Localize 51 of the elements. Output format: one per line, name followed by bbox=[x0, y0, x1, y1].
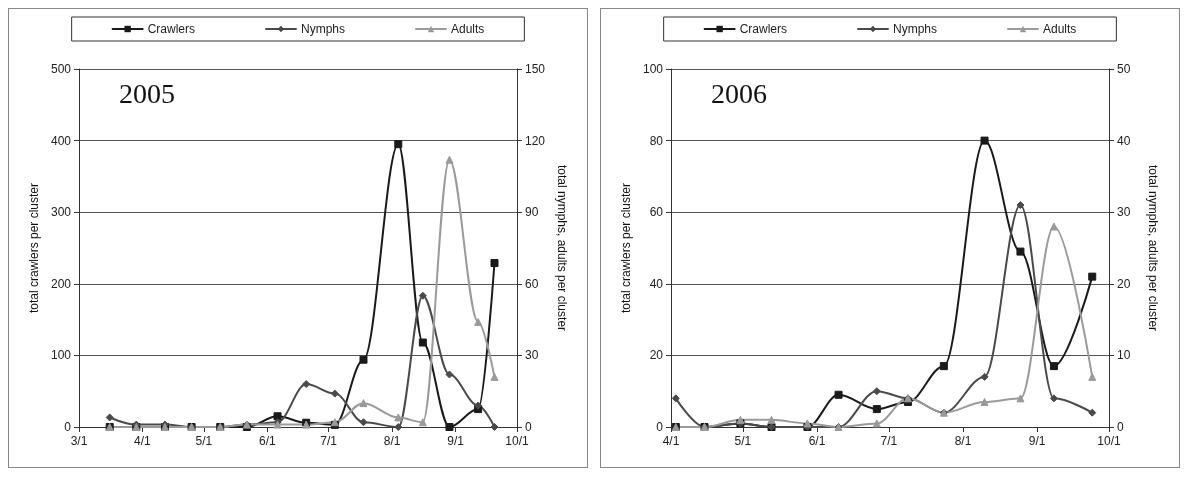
y2-tick-label: 40 bbox=[1117, 133, 1131, 148]
y-tick-label: 60 bbox=[649, 205, 664, 220]
y-axis-title: total crawlers per cluster bbox=[619, 182, 634, 314]
x-tick-label: 10/1 bbox=[1097, 434, 1121, 448]
legend-label: Nymphs bbox=[300, 22, 345, 36]
y-tick-label: 200 bbox=[50, 276, 72, 291]
legend-label: Adults bbox=[1043, 22, 1077, 36]
y2-tick-label: 50 bbox=[1117, 62, 1131, 76]
y-tick-label: 100 bbox=[642, 62, 664, 76]
x-tick-label: 5/1 bbox=[195, 434, 213, 448]
y2-axis-title: total nymphs, adults per cluster bbox=[554, 164, 569, 332]
annotation: 2005 bbox=[119, 77, 175, 109]
y2-axis-title: total nymphs, adults per cluster bbox=[1146, 164, 1160, 332]
x-tick-label: 10/1 bbox=[505, 434, 529, 448]
y-tick-label: 20 bbox=[649, 348, 664, 363]
y-axis-title: total crawlers per cluster bbox=[27, 182, 42, 314]
y2-tick-label: 0 bbox=[1117, 420, 1124, 434]
x-tick-label: 7/1 bbox=[880, 434, 898, 448]
y-tick-label: 80 bbox=[649, 133, 664, 148]
legend-label: Adults bbox=[451, 22, 485, 36]
x-tick-label: 9/1 bbox=[1028, 434, 1046, 448]
y2-tick-label: 90 bbox=[525, 205, 539, 220]
y-tick-label: 500 bbox=[50, 62, 72, 76]
x-tick-label: 3/1 bbox=[70, 434, 88, 448]
x-tick-label: 5/1 bbox=[734, 434, 752, 448]
annotation: 2006 bbox=[711, 77, 767, 109]
legend-label: Crawlers bbox=[739, 22, 787, 36]
y2-tick-label: 20 bbox=[1117, 276, 1131, 291]
x-tick-label: 6/1 bbox=[258, 434, 276, 448]
y2-tick-label: 30 bbox=[525, 348, 539, 363]
y-tick-label: 40 bbox=[649, 276, 664, 291]
x-tick-label: 8/1 bbox=[383, 434, 401, 448]
y2-tick-label: 60 bbox=[525, 276, 539, 291]
legend-label: Crawlers bbox=[147, 22, 195, 36]
y2-tick-label: 0 bbox=[525, 420, 532, 434]
y2-tick-label: 150 bbox=[525, 62, 546, 76]
x-tick-label: 8/1 bbox=[954, 434, 972, 448]
y-tick-label: 400 bbox=[50, 133, 72, 148]
y2-tick-label: 10 bbox=[1117, 348, 1131, 363]
y2-tick-label: 120 bbox=[525, 133, 546, 148]
x-tick-label: 9/1 bbox=[447, 434, 465, 448]
y-tick-label: 100 bbox=[50, 348, 72, 363]
y-tick-label: 300 bbox=[50, 205, 72, 220]
x-tick-label: 4/1 bbox=[662, 434, 680, 448]
y-tick-label: 0 bbox=[64, 420, 72, 434]
x-tick-label: 4/1 bbox=[134, 434, 152, 448]
x-tick-label: 7/1 bbox=[320, 434, 338, 448]
legend-label: Nymphs bbox=[892, 22, 937, 36]
y2-tick-label: 30 bbox=[1117, 205, 1131, 220]
y-tick-label: 0 bbox=[656, 420, 664, 434]
x-tick-label: 6/1 bbox=[808, 434, 826, 448]
